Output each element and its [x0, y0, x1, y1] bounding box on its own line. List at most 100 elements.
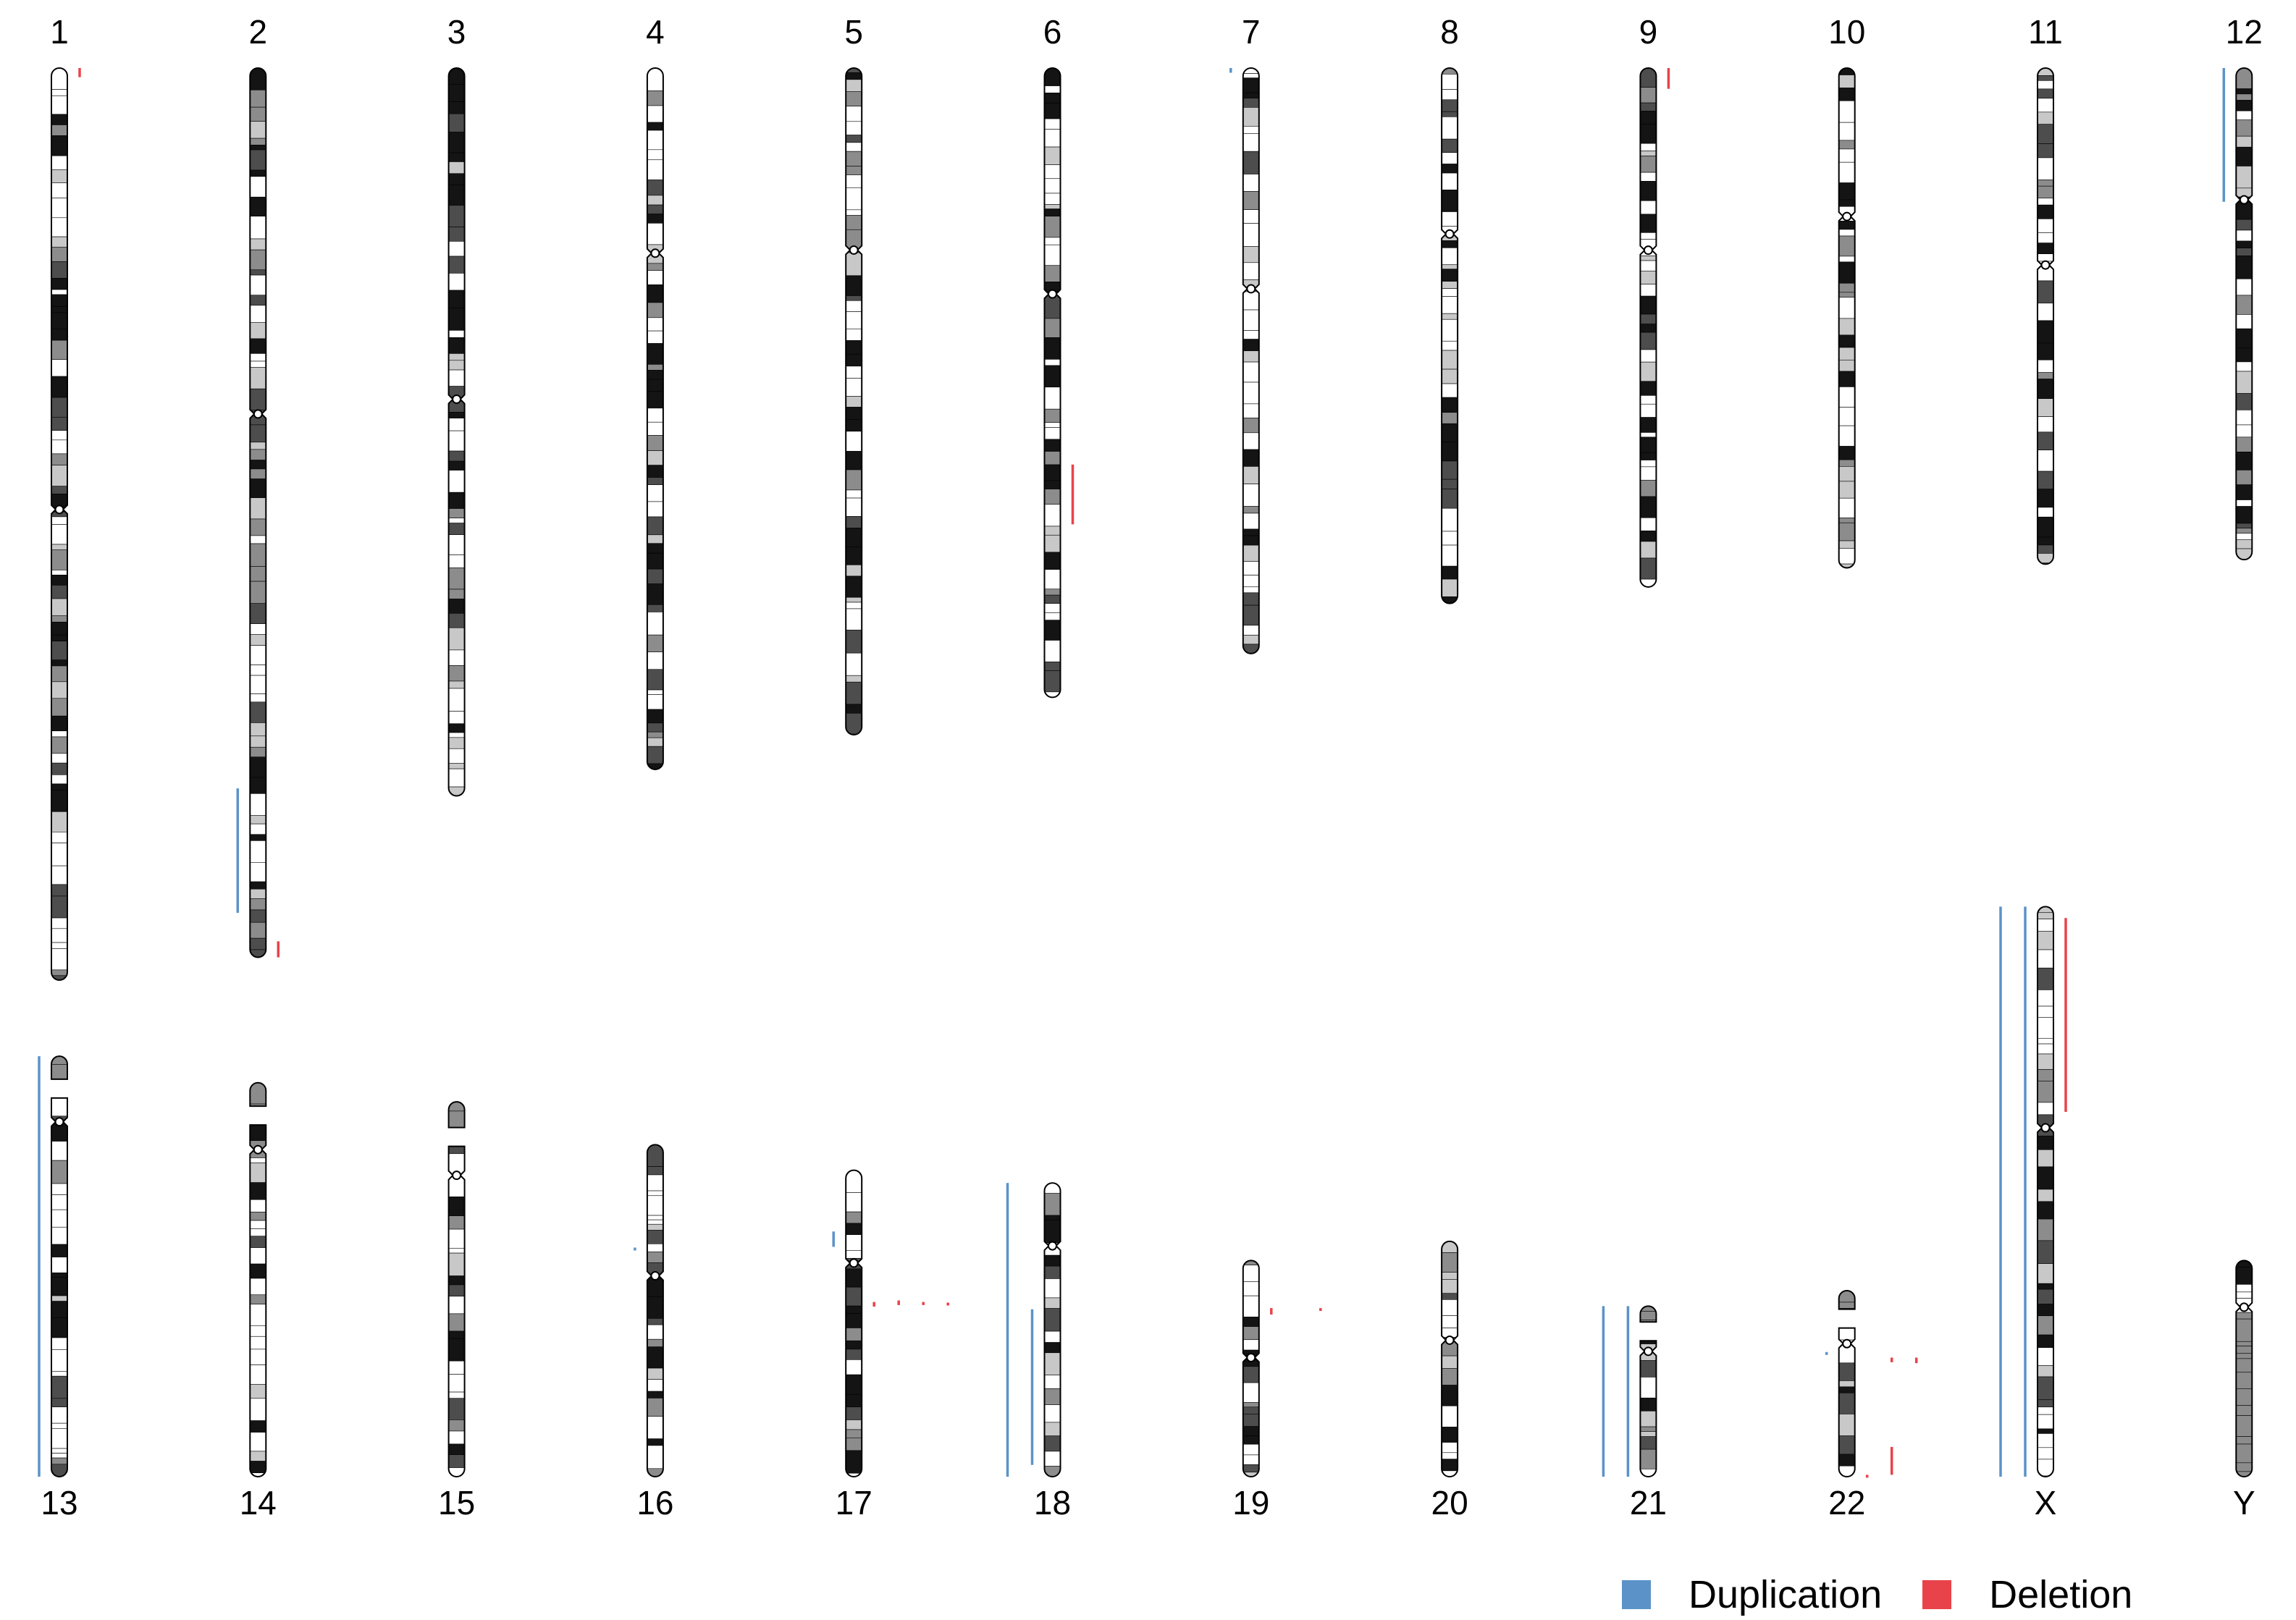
- band: [51, 1301, 68, 1318]
- band: [2038, 75, 2053, 81]
- band: [1640, 557, 1657, 580]
- band: [1044, 670, 1061, 693]
- centromere-12: [2239, 195, 2249, 205]
- band: [250, 840, 266, 863]
- band: [1044, 1265, 1061, 1279]
- band: [51, 544, 67, 551]
- band: [448, 523, 465, 535]
- chromosome-label-6: 6: [1043, 13, 1062, 51]
- chromosome-3: 3: [447, 13, 466, 797]
- band: [448, 711, 465, 725]
- band: [448, 1296, 465, 1315]
- band: [2038, 544, 2053, 554]
- band: [2236, 88, 2253, 95]
- band: [846, 252, 862, 277]
- band: [647, 1438, 663, 1446]
- band: [846, 91, 862, 106]
- band: [1838, 229, 1855, 237]
- band: [51, 1295, 68, 1302]
- band: [1044, 337, 1061, 360]
- band: [51, 1448, 68, 1454]
- band: [51, 641, 67, 660]
- band: [250, 566, 266, 582]
- band: [1838, 1322, 1855, 1341]
- band: [1442, 1355, 1458, 1369]
- band: [250, 138, 266, 145]
- band: [2038, 1447, 2053, 1460]
- band: [2236, 248, 2253, 256]
- band: [647, 1166, 663, 1176]
- band: [1044, 1435, 1061, 1452]
- band: [250, 149, 266, 171]
- band: [448, 568, 465, 590]
- band: [51, 762, 67, 775]
- band: [448, 450, 465, 462]
- band: [647, 1223, 663, 1231]
- band: [250, 518, 266, 536]
- band: [1242, 339, 1259, 351]
- band: [250, 238, 266, 250]
- centromere-15: [452, 1170, 462, 1181]
- band: [448, 430, 465, 452]
- band: [1044, 620, 1061, 641]
- band: [1640, 284, 1657, 297]
- band: [250, 90, 266, 108]
- band: [1640, 1436, 1657, 1450]
- band: [250, 1325, 266, 1337]
- band: [846, 79, 862, 92]
- band: [1044, 504, 1061, 527]
- band: [846, 547, 862, 565]
- band: [1442, 350, 1458, 370]
- band: [1044, 588, 1061, 596]
- band: [1442, 164, 1458, 174]
- band: [1044, 612, 1061, 621]
- band: [1838, 466, 1855, 482]
- band: [2038, 398, 2053, 417]
- band: [1640, 432, 1657, 438]
- band: [1838, 347, 1855, 360]
- band: [1044, 164, 1061, 180]
- band: [448, 205, 465, 227]
- chromosome-13: 13: [41, 1055, 78, 1522]
- band: [51, 339, 67, 360]
- band: [2236, 452, 2253, 471]
- band: [647, 223, 663, 245]
- band: [2236, 100, 2253, 111]
- band: [250, 1228, 266, 1237]
- band: [2236, 424, 2253, 438]
- band: [1044, 1404, 1061, 1423]
- band: [1242, 561, 1259, 575]
- band: [647, 763, 663, 769]
- band: [1044, 451, 1061, 465]
- band: [1838, 261, 1855, 284]
- band: [250, 1364, 266, 1385]
- band: [2038, 912, 2053, 919]
- band: [250, 634, 266, 646]
- band: [647, 204, 663, 214]
- band: [2236, 1284, 2253, 1293]
- band: [1442, 117, 1458, 140]
- chromosome-bands-8: [1442, 68, 1458, 604]
- band: [846, 366, 862, 379]
- band: [2236, 135, 2253, 148]
- band: [1044, 1220, 1061, 1244]
- band: [51, 1422, 68, 1429]
- band: [1242, 604, 1259, 626]
- band: [647, 1379, 663, 1392]
- band: [2236, 1346, 2253, 1354]
- band: [1242, 77, 1259, 93]
- chromosome-20: 20: [1431, 1241, 1468, 1522]
- band: [448, 1228, 465, 1249]
- band: [51, 397, 67, 418]
- centromere-20: [1445, 1335, 1455, 1345]
- band: [1242, 506, 1259, 514]
- chromosome-5: 5: [844, 13, 863, 735]
- band: [2038, 1218, 2053, 1241]
- band: [647, 1324, 663, 1340]
- band: [647, 694, 663, 710]
- band: [1044, 1342, 1061, 1354]
- band: [647, 391, 663, 409]
- band: [2236, 278, 2253, 296]
- chromosome-21: 21: [1630, 1305, 1667, 1522]
- band: [846, 340, 862, 355]
